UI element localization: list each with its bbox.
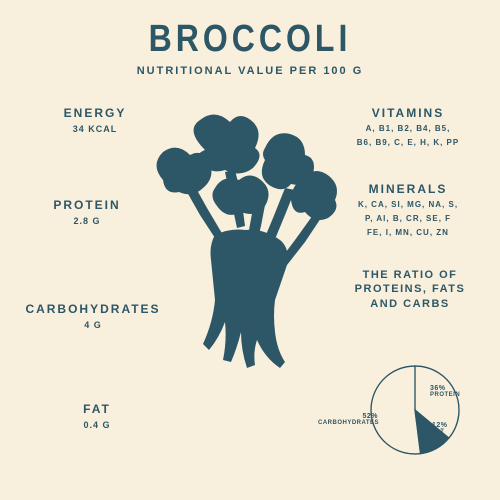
broccoli-icon (145, 100, 345, 380)
minerals-line-0: K, CA, SI, MG, NA, S, (338, 199, 478, 210)
protein-block: PROTEIN 2.8 G (42, 198, 132, 226)
pie-label-fat: 12% FAT (432, 422, 448, 435)
pie-chart: 36% PROTEIN 12% FAT 52% CARBOHYDRATES (360, 355, 470, 465)
energy-value: 34 KCAL (50, 124, 140, 134)
energy-label: ENERGY (50, 106, 140, 120)
vitamins-line-0: A, B1, B2, B4, B5, (338, 123, 478, 134)
minerals-line-1: P, AI, B, CR, SE, F (338, 213, 478, 224)
minerals-label: MINERALS (338, 182, 478, 196)
vitamins-block: VITAMINS A, B1, B2, B4, B5, B6, B9, C, E… (338, 106, 478, 148)
subtitle: NUTRITIONAL VALUE PER 100 G (0, 65, 500, 77)
vitamins-label: VITAMINS (338, 106, 478, 120)
protein-value: 2.8 G (42, 216, 132, 226)
ratio-title-2: AND CARBS (330, 297, 490, 311)
fat-block: FAT 0.4 G (62, 402, 132, 430)
minerals-line-2: FE, I, MN, CU, ZN (338, 227, 478, 238)
page-title: BROCCOLI (0, 0, 500, 61)
ratio-title-0: THE RATIO OF (330, 268, 490, 282)
ratio-title-1: PROTEINS, FATS (330, 282, 490, 296)
fat-value: 0.4 G (62, 420, 132, 430)
energy-block: ENERGY 34 KCAL (50, 106, 140, 134)
fat-label: FAT (62, 402, 132, 416)
minerals-block: MINERALS K, CA, SI, MG, NA, S, P, AI, B,… (338, 182, 478, 239)
protein-label: PROTEIN (42, 198, 132, 212)
pie-label-carbs: 52% CARBOHYDRATES (318, 413, 378, 426)
ratio-title-block: THE RATIO OF PROTEINS, FATS AND CARBS (330, 268, 490, 311)
pie-label-protein: 36% PROTEIN (430, 385, 460, 398)
vitamins-line-1: B6, B9, C, E, H, K, PP (338, 137, 478, 148)
